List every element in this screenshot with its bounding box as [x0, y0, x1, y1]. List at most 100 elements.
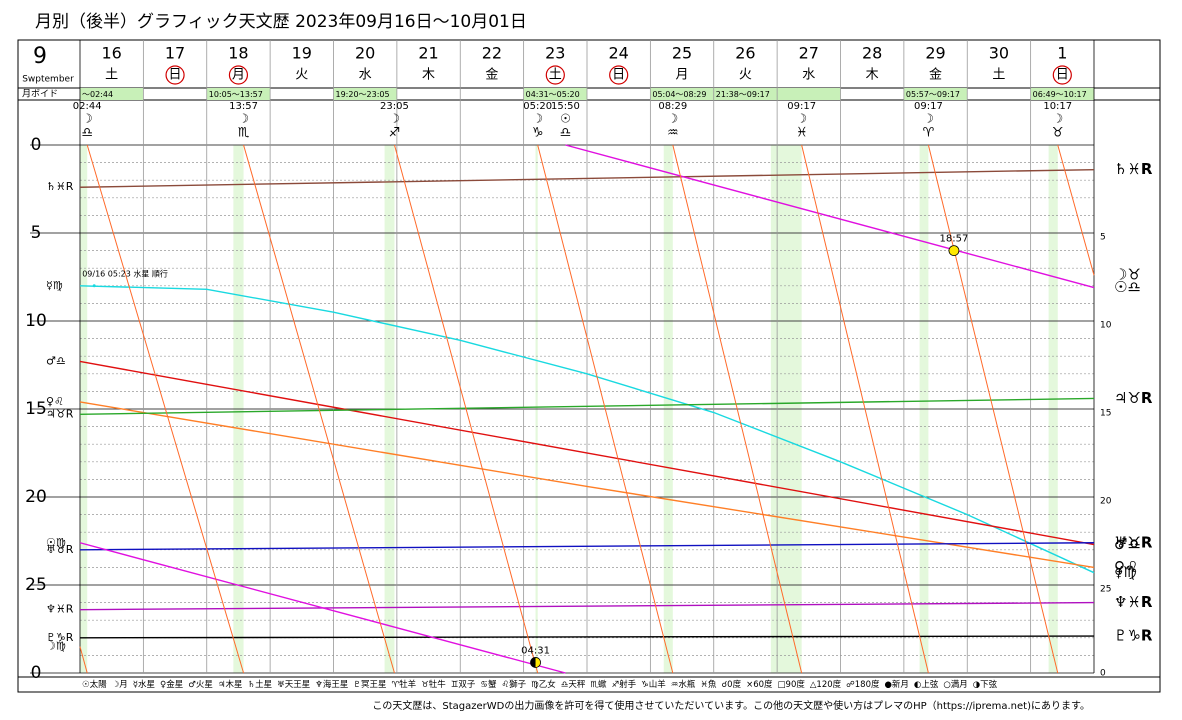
weekday: 木	[866, 68, 879, 83]
legend-item: ♓魚	[700, 679, 717, 690]
day-number: 30	[989, 44, 1009, 63]
legend-item: ♂火星	[188, 680, 213, 690]
phase-time: 04:31	[521, 645, 550, 656]
label-start: ♅♉R	[46, 543, 74, 556]
holiday-circle	[545, 65, 565, 85]
label-end: ♀♌	[1114, 558, 1138, 576]
weekday: 土	[549, 68, 562, 83]
legend-item: ♎天秤	[561, 679, 586, 690]
legend-item: ◑下弦	[973, 679, 998, 690]
void-time: 05:04～08:29	[652, 90, 706, 99]
legend-item: ☿水星	[133, 679, 155, 690]
void-cell	[206, 88, 271, 100]
void-time: ～02:44	[82, 90, 113, 99]
holiday-circle	[1052, 65, 1072, 85]
holiday-circle	[228, 65, 249, 85]
label-start: ♆♓R	[46, 603, 74, 616]
legend-item: ♑山羊	[641, 679, 666, 690]
void-label: 月ボイド	[22, 89, 58, 100]
phase-shade	[530, 657, 536, 668]
legend-item: □90度	[778, 679, 806, 690]
weekday: 金	[929, 67, 942, 83]
void-time: 19:20～23:05	[336, 90, 390, 99]
chart-title: 月別（後半）グラフィック天文歴 2023年09月16日～10月01日	[35, 12, 527, 32]
ingress-body: ☽	[532, 112, 543, 126]
ingress-body: ☽	[389, 112, 400, 126]
ingress-sign: ♈	[923, 126, 935, 141]
label-start: ☉♍	[46, 536, 66, 549]
legend-item: ♀金星	[160, 679, 183, 690]
void-cell	[80, 88, 144, 100]
void-cell	[333, 88, 397, 100]
ingress-sign: ♒	[667, 126, 679, 141]
phase-mark	[948, 245, 960, 257]
weekday: 土	[105, 68, 118, 83]
y-tick-label-right: 10	[1100, 321, 1112, 331]
legend-item: ☽月	[112, 680, 128, 690]
ingress-time: 13:57	[229, 101, 258, 112]
legend-item: ×60度	[746, 679, 773, 690]
weekday: 日	[169, 68, 182, 83]
planet-line	[79, 635, 1095, 639]
planet-line	[79, 542, 1095, 551]
y-tick-label-right: 5	[1100, 233, 1106, 243]
legend-item: ♋蟹	[480, 679, 497, 690]
y-tick-label: 20	[25, 487, 47, 507]
legend-item: ♇冥王星	[353, 680, 386, 690]
label-end: ♄♓R	[1114, 160, 1153, 178]
void-cell	[1030, 88, 1094, 100]
planet-line	[79, 144, 1095, 674]
day-number: 21	[418, 44, 438, 63]
planet-line	[79, 360, 1095, 546]
legend-item: ☍180度	[846, 679, 880, 690]
weekday: 土	[992, 68, 1005, 83]
day-number: 20	[355, 44, 375, 63]
legend-item: ●新月	[885, 679, 909, 690]
legend-item: △120度	[810, 679, 842, 690]
weekday: 水	[359, 68, 372, 83]
weekday: 月	[676, 68, 689, 83]
legend-item: ♒水瓶	[671, 679, 696, 690]
holiday-circle	[165, 65, 185, 85]
ingress-body: ☽	[82, 112, 93, 126]
legend-item: ♊双子	[451, 680, 476, 690]
weekday: 月	[232, 68, 245, 83]
void-time: 10:05～13:57	[209, 90, 263, 99]
frame	[17, 39, 1161, 693]
label-end: ☿♍	[1114, 563, 1137, 581]
planet-line	[79, 144, 1095, 674]
void-cell	[903, 88, 968, 100]
legend-item: ♄土星	[247, 679, 272, 690]
annotation: 09/16 05:23 水星 順行	[82, 268, 168, 278]
legend-item: ♆海王星	[315, 679, 348, 690]
ingress-body: ☽	[667, 112, 678, 126]
station-mark	[92, 284, 96, 288]
ingress-time: 09:17	[914, 101, 943, 112]
ingress-body: ☽	[238, 112, 249, 126]
label-start: ♄♓R	[46, 180, 74, 193]
planet-line	[79, 601, 1095, 611]
ingress-body: ☉	[560, 112, 571, 126]
day-number: 29	[925, 44, 945, 63]
ingress-time: 10:17	[1043, 101, 1072, 112]
label-start: ☿♍	[46, 279, 63, 292]
weekday: 金	[485, 67, 498, 83]
y-tick-label: 10	[25, 311, 47, 331]
y-tick-label: 5	[31, 223, 42, 243]
y-tick-label-right: 20	[1100, 497, 1112, 507]
planet-line	[79, 168, 1095, 188]
footer: この天文歴は、StagazerWDの出力画像を許可を得て使用させていただいていま…	[372, 699, 1090, 712]
label-start: ☽♍	[46, 640, 66, 653]
legend-item: ♏蠍	[590, 679, 607, 690]
ingress-sign: ♐	[389, 126, 401, 141]
planet-line	[79, 285, 1095, 574]
y-tick-label: 0	[31, 135, 42, 155]
y-tick-label: 25	[25, 575, 47, 595]
void-time: 04:31～05:20	[526, 90, 580, 99]
ingress-time: 02:44	[73, 101, 102, 112]
ingress-sign: ♑	[532, 126, 544, 141]
day-number: 23	[545, 44, 565, 63]
legend-item: ◐上弦	[914, 679, 939, 690]
ingress-sign: ♏	[238, 126, 250, 141]
